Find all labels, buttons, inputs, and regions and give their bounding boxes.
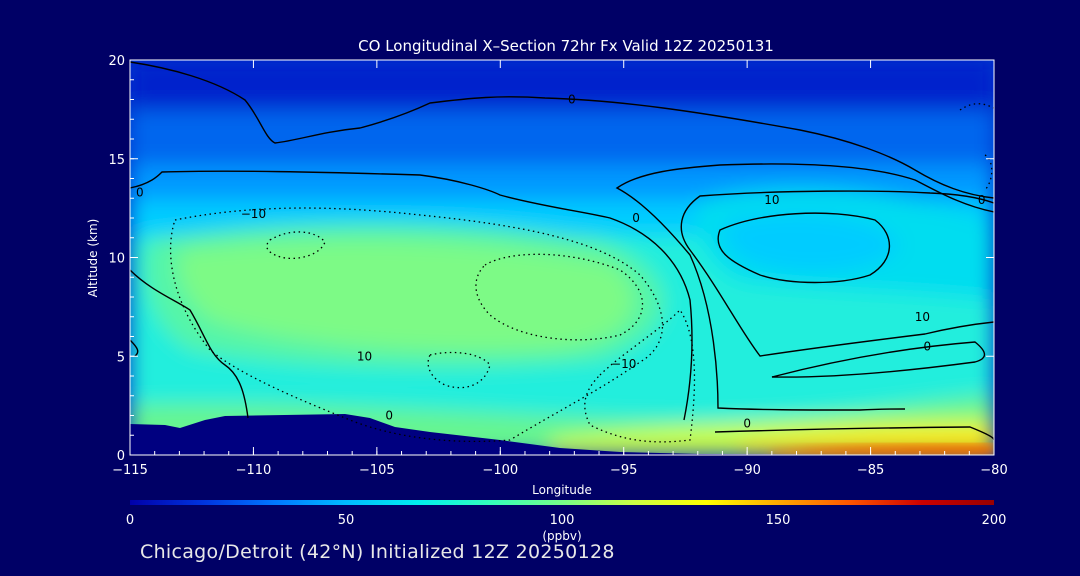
contour-zero-upper <box>130 61 994 199</box>
colorbar-tick-label: 150 <box>766 513 791 528</box>
x-tick-label: −95 <box>610 463 637 478</box>
y-tick-label: 0 <box>117 449 125 464</box>
contour-labels: 0 0 −10 0 10 0 10 0 10 −10 0 0 <box>136 93 985 431</box>
x-tick-label: −90 <box>733 463 760 478</box>
contour-label: 0 <box>924 339 932 353</box>
contour-zero-left <box>130 339 139 357</box>
contour-left-wall <box>130 269 249 419</box>
colorbar-tick-label: 100 <box>550 513 575 528</box>
contour-label: 0 <box>743 416 751 430</box>
x-tick-label: −100 <box>482 463 518 478</box>
contour-label: −10 <box>241 207 266 221</box>
colorbar-tick-label: 50 <box>338 513 355 528</box>
contour-label: 10 <box>764 193 779 207</box>
x-tick-label: −105 <box>359 463 395 478</box>
contour-ten <box>680 190 994 357</box>
colorbar-tick-label: 200 <box>982 513 1007 528</box>
contour-label: 0 <box>385 409 393 423</box>
contour-lower-0 <box>714 426 994 441</box>
contour-label: 0 <box>632 211 640 225</box>
colorbar-ticks: 0 50 100 150 200 <box>126 513 1007 528</box>
x-axis: −115 −110 −105 −100 −95 −90 −85 −80 <box>112 60 1008 478</box>
contour-zero-band <box>130 170 693 421</box>
footer-caption: Chicago/Detroit (42°N) Initialized 12Z 2… <box>140 541 615 563</box>
contour-label: 10 <box>357 349 372 363</box>
x-axis-label: Longitude <box>532 483 592 497</box>
contour-label: 0 <box>136 185 144 199</box>
contour-label: 0 <box>568 93 576 107</box>
contour-label: 10 <box>915 310 930 324</box>
contour-dotted <box>169 103 994 443</box>
x-tick-label: −115 <box>112 463 148 478</box>
contour-label: −10 <box>611 357 636 371</box>
contour-zero-right <box>615 163 994 411</box>
colorbar <box>130 500 994 505</box>
x-tick-label: −110 <box>236 463 272 478</box>
y-tick-label: 15 <box>108 153 125 168</box>
terrain-mask <box>130 414 994 455</box>
y-tick-label: 5 <box>117 350 125 365</box>
y-axis-label: Altitude (km) <box>86 219 100 298</box>
contour-label: 0 <box>978 193 986 207</box>
colorbar-tick-label: 0 <box>126 513 134 528</box>
contour-zero-lower-right <box>771 341 986 378</box>
y-axis: 0 5 10 15 20 <box>108 54 994 464</box>
colorbar-units: (ppbv) <box>542 529 581 543</box>
y-tick-label: 20 <box>108 54 125 69</box>
chart-title: CO Longitudinal X–Section 72hr Fx Valid … <box>358 37 774 55</box>
y-tick-label: 10 <box>108 252 125 267</box>
concentration-field <box>130 60 994 455</box>
contour-ten-inner <box>717 212 891 284</box>
contour-lines <box>130 61 994 441</box>
x-tick-label: −80 <box>980 463 1007 478</box>
x-tick-label: −85 <box>857 463 884 478</box>
